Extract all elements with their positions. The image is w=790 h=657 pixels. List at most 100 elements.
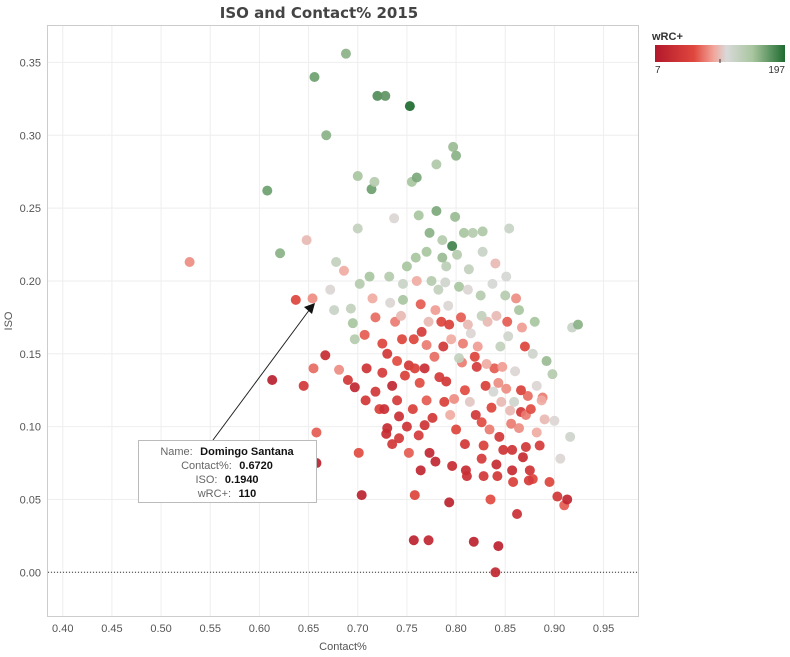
- scatter-point: [367, 293, 378, 304]
- scatter-point: [522, 391, 533, 402]
- scatter-point: [448, 141, 459, 152]
- scatter-point: [433, 284, 444, 295]
- y-axis-label: ISO: [3, 311, 15, 330]
- scatter-point: [301, 235, 312, 246]
- scatter-point: [491, 310, 502, 321]
- scatter-point: [377, 338, 388, 349]
- scatter-point: [430, 456, 441, 467]
- scatter-point: [519, 341, 530, 352]
- scatter-point: [399, 370, 410, 381]
- scatter-point: [504, 223, 515, 234]
- x-tick-label: 0.70: [347, 623, 368, 635]
- scatter-point: [529, 316, 540, 327]
- scatter-point: [508, 476, 519, 487]
- scatter-point: [325, 284, 336, 295]
- scatter-point: [437, 235, 448, 246]
- chart-title: ISO and Contact% 2015: [220, 4, 418, 22]
- scatter-point: [493, 541, 504, 552]
- scatter-point: [544, 476, 555, 487]
- scatter-point: [416, 326, 427, 337]
- x-tick-label: 0.90: [544, 623, 565, 635]
- tooltip-wrc-line: wRC+: 110: [197, 484, 257, 501]
- scatter-point: [419, 363, 430, 374]
- scatter-point: [451, 424, 462, 435]
- scatter-point: [451, 150, 462, 161]
- scatter-point: [421, 340, 432, 351]
- x-tick-label: 0.50: [150, 623, 171, 635]
- scatter-point: [524, 465, 535, 476]
- legend-gradient-bar: [655, 45, 785, 62]
- scatter-point: [506, 418, 517, 429]
- scatter-point: [320, 350, 331, 361]
- scatter-point: [370, 386, 381, 397]
- tooltip-name-key: Name:: [160, 446, 192, 458]
- scatter-point: [472, 341, 483, 352]
- scatter-point: [475, 290, 486, 301]
- scatter-point: [555, 453, 566, 464]
- y-tick-label: 0.05: [20, 494, 41, 506]
- scatter-point: [423, 316, 434, 327]
- scatter-point: [573, 319, 584, 330]
- scatter-point: [477, 226, 488, 237]
- scatter-point: [382, 348, 393, 359]
- scatter-point: [397, 278, 408, 289]
- scatter-point: [485, 494, 496, 505]
- scatter-point: [413, 210, 424, 221]
- scatter-point: [509, 396, 520, 407]
- scatter-point: [441, 261, 452, 272]
- scatter-point: [452, 249, 463, 260]
- scatter-point: [401, 421, 412, 432]
- scatter-point: [480, 380, 491, 391]
- x-axis-label: Contact%: [319, 641, 367, 653]
- scatter-point: [503, 331, 514, 342]
- scatter-point: [493, 377, 504, 388]
- scatter-point: [498, 444, 509, 455]
- scatter-point: [467, 227, 478, 238]
- scatter-point: [413, 430, 424, 441]
- scatter-point: [352, 223, 363, 234]
- scatter-point: [424, 447, 435, 458]
- scatter-point: [345, 303, 356, 314]
- scatter-point: [354, 278, 365, 289]
- scatter-point: [429, 351, 440, 362]
- scatter-point: [309, 71, 320, 82]
- scatter-point: [379, 404, 390, 415]
- scatter-point: [501, 271, 512, 282]
- scatter-point: [496, 396, 507, 407]
- scatter-point: [410, 252, 421, 263]
- scatter-point: [471, 361, 482, 372]
- scatter-point: [352, 171, 363, 182]
- scatter-point: [517, 452, 528, 463]
- scatter-point: [381, 428, 392, 439]
- scatter-point: [512, 509, 523, 520]
- scatter-point: [360, 395, 371, 406]
- annotation-arrow-head: [304, 303, 315, 314]
- x-tick-label: 0.65: [298, 623, 319, 635]
- scatter-point: [426, 275, 437, 286]
- scatter-point: [431, 206, 442, 217]
- scatter-point: [184, 257, 195, 267]
- scatter-point: [520, 442, 531, 453]
- scatter-point: [507, 444, 518, 455]
- scatter-point: [454, 281, 465, 292]
- scatter-point: [497, 361, 508, 372]
- scatter-point: [565, 431, 576, 442]
- scatter-point: [439, 396, 450, 407]
- scatter-point: [397, 294, 408, 305]
- tooltip-wrc-key: wRC+:: [197, 488, 231, 500]
- scatter-point: [401, 261, 412, 272]
- scatter-point: [394, 433, 405, 444]
- scatter-point: [347, 318, 358, 329]
- scatter-point: [421, 246, 432, 257]
- scatter-point: [495, 341, 506, 352]
- scatter-point: [490, 567, 501, 578]
- tooltip-contact-line: Contact%: 0.6720: [181, 456, 273, 473]
- scatter-point: [464, 396, 475, 407]
- scatter-point: [481, 358, 492, 369]
- scatter-point: [523, 475, 534, 486]
- tooltip-wrc-value: 110: [239, 488, 257, 500]
- scatter-point: [478, 471, 489, 482]
- scatter-point: [361, 363, 372, 374]
- scatter-point: [547, 369, 558, 380]
